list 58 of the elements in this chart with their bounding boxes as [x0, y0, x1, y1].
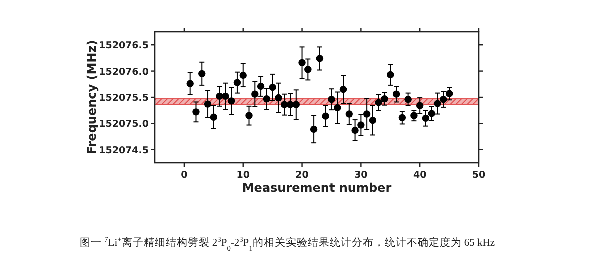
point	[352, 126, 359, 134]
point	[334, 104, 342, 112]
y-axis-title: Frequency (MHz)	[85, 40, 99, 155]
point	[410, 112, 418, 120]
point	[363, 110, 371, 118]
point	[198, 70, 206, 78]
point	[204, 100, 212, 108]
x-tick-label: 0	[181, 170, 188, 181]
point	[387, 71, 394, 79]
y-tick-label: 152076.5	[99, 40, 149, 52]
point	[304, 66, 312, 74]
point	[404, 96, 412, 104]
text: 图一 $^{7}$Li$^{+}$离子精细结构劈裂 2$^{3}$P$_{0}$-2$^{3}$P$_{1}$的相关实验结果统计分布，统计不确定度为 65 kHz	[80, 234, 496, 252]
point	[428, 110, 436, 118]
point	[257, 82, 265, 90]
x-tick-label: 20	[296, 170, 310, 181]
point	[286, 101, 294, 108]
x-tick-label: 50	[472, 170, 486, 181]
point	[298, 59, 306, 67]
point	[446, 90, 454, 98]
point	[369, 116, 377, 124]
y-tick-label: 152075.0	[99, 119, 150, 130]
point	[234, 79, 242, 86]
x-tick-label: 40	[413, 170, 428, 181]
x-tick-label: 30	[354, 170, 368, 181]
point	[269, 84, 276, 92]
point	[192, 108, 200, 116]
point	[252, 90, 259, 98]
point	[346, 110, 353, 118]
point	[375, 99, 382, 106]
point	[440, 96, 448, 104]
point	[263, 95, 271, 103]
point	[381, 95, 388, 103]
point	[392, 90, 400, 98]
point	[222, 92, 230, 100]
point	[240, 72, 247, 80]
y-tick-label: 152074.5	[99, 145, 149, 156]
y-tick-label: 152075.5	[99, 93, 149, 104]
point	[328, 96, 336, 104]
point	[434, 100, 442, 108]
point	[340, 86, 348, 94]
point	[281, 101, 288, 108]
x-tick-label: 10	[236, 170, 250, 181]
point	[398, 114, 406, 122]
point	[228, 98, 236, 105]
point	[416, 102, 424, 110]
y-tick-label: 152076.0	[99, 66, 150, 78]
point	[422, 114, 430, 122]
point	[246, 112, 253, 120]
point	[210, 114, 218, 122]
point	[358, 122, 365, 129]
point	[316, 55, 324, 62]
point	[275, 94, 282, 102]
point	[186, 80, 194, 88]
x-axis-title: Measurement number	[242, 181, 392, 195]
point	[322, 112, 330, 120]
point	[292, 101, 300, 108]
point	[310, 126, 318, 134]
